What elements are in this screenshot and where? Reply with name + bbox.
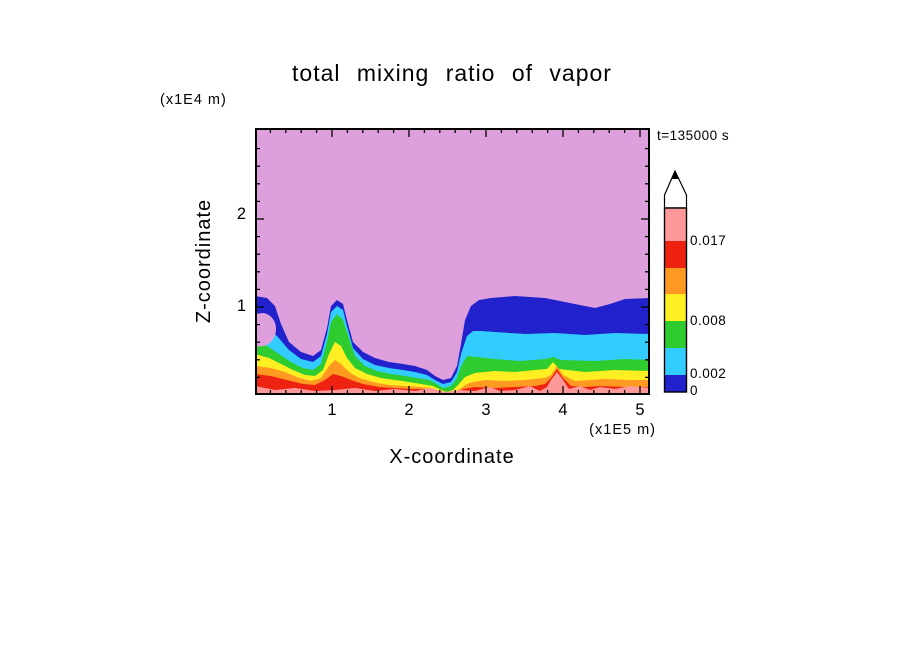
colorbar-arrow-tip-icon (671, 171, 679, 179)
plot-frame (255, 128, 650, 395)
x-tick-label-2: 2 (404, 401, 414, 419)
colorbar-outline (663, 207, 688, 393)
x-tick-label-3: 3 (481, 401, 491, 419)
x-tick-label-1: 1 (327, 401, 337, 419)
colorbar-seg-salmon (664, 208, 687, 241)
colorbar-label-0008: 0.008 (690, 313, 727, 328)
x-axis-units-label: (x1E5 m) (589, 422, 656, 438)
colorbar (663, 170, 688, 393)
chart-title: total mixing ratio of vapor (292, 60, 612, 86)
x-axis-title: X-coordinate (389, 446, 515, 468)
y-axis-title: Z-coordinate (193, 198, 215, 324)
contour-band-salmon (255, 372, 650, 395)
colorbar-label-0017: 0.017 (690, 233, 727, 248)
colorbar-seg-green (664, 321, 687, 348)
colorbar-label-0: 0 (690, 383, 699, 398)
time-annotation: t=135000 s (657, 128, 730, 143)
x-tick-label-4: 4 (558, 401, 568, 419)
y-tick-label-1: 1 (236, 297, 246, 315)
colorbar-seg-darkblue (664, 375, 687, 392)
y-tick-label-2: 2 (236, 205, 246, 223)
colorbar-seg-yellow (664, 294, 687, 321)
x-tick-label-5: 5 (635, 401, 645, 419)
contour-plot (255, 128, 650, 395)
colorbar-label-0002: 0.002 (690, 366, 727, 381)
colorbar-seg-orange (664, 268, 687, 294)
colorbar-seg-cyan (664, 348, 687, 375)
colorbar-seg-red (664, 241, 687, 268)
y-axis-units-label: (x1E4 m) (160, 92, 227, 108)
contour-plum-pocket (255, 313, 276, 347)
